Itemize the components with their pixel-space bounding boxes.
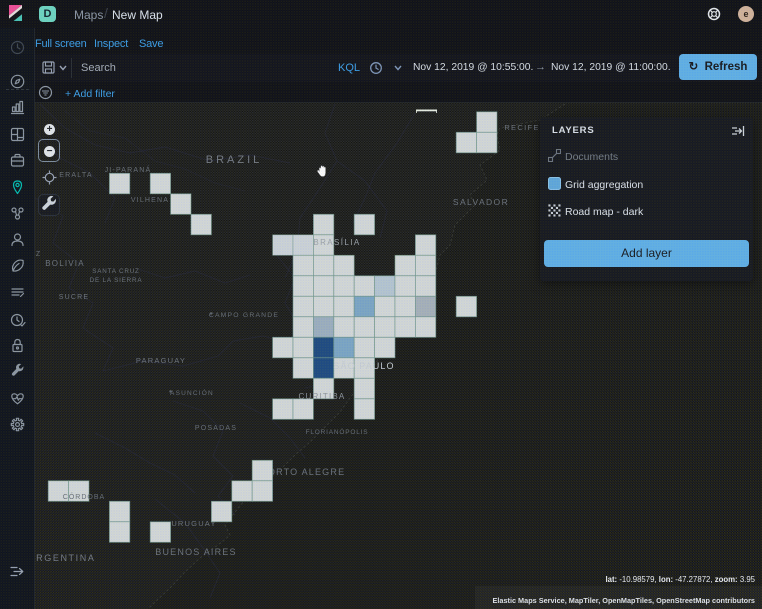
svg-text:BOLIVIA: BOLIVIA [45, 259, 85, 268]
svg-text:SÃO PAULO: SÃO PAULO [333, 361, 394, 371]
svg-text:Elastic Maps Service, MapTiler: Elastic Maps Service, MapTiler, OpenMapT… [493, 596, 756, 605]
svg-text:ASUNCIÓN: ASUNCIÓN [170, 388, 214, 397]
svg-text:POSADAS: POSADAS [195, 425, 237, 432]
svg-text:SALVADOR: SALVADOR [453, 197, 509, 207]
svg-text:CAMPO GRANDE: CAMPO GRANDE [209, 312, 279, 319]
svg-text:lat: -10.98579, lon: -47.27872: lat: -10.98579, lon: -47.27872, zoom: 3.… [605, 575, 755, 584]
svg-text:URUGUAY: URUGUAY [171, 519, 216, 528]
svg-text:RECIFE: RECIFE [504, 123, 539, 132]
svg-text:JI-PARANÁ: JI-PARANÁ [105, 165, 152, 174]
svg-text:PARAGUAY: PARAGUAY [136, 356, 186, 365]
svg-text:DE LA SIERRA: DE LA SIERRA [90, 277, 143, 284]
svg-text:VILHENA: VILHENA [131, 197, 169, 204]
svg-text:ERALTA: ERALTA [59, 172, 92, 179]
svg-text:ARGENTINA: ARGENTINA [35, 553, 95, 563]
svg-text:CÓRDOBA: CÓRDOBA [63, 492, 105, 501]
svg-text:PORTO ALEGRE: PORTO ALEGRE [261, 467, 346, 477]
svg-text:BRASÍLIA: BRASÍLIA [313, 238, 360, 247]
svg-text:BUENOS AIRES: BUENOS AIRES [155, 547, 236, 557]
svg-text:SUCRE: SUCRE [59, 294, 90, 301]
svg-text:SANTA CRUZ: SANTA CRUZ [92, 268, 139, 275]
svg-text:CURITIBA: CURITIBA [299, 392, 346, 401]
svg-text:FLORIANÓPOLIS: FLORIANÓPOLIS [306, 427, 369, 436]
svg-text:PAZ: PAZ [35, 251, 41, 258]
svg-text:BRAZIL: BRAZIL [206, 154, 263, 166]
